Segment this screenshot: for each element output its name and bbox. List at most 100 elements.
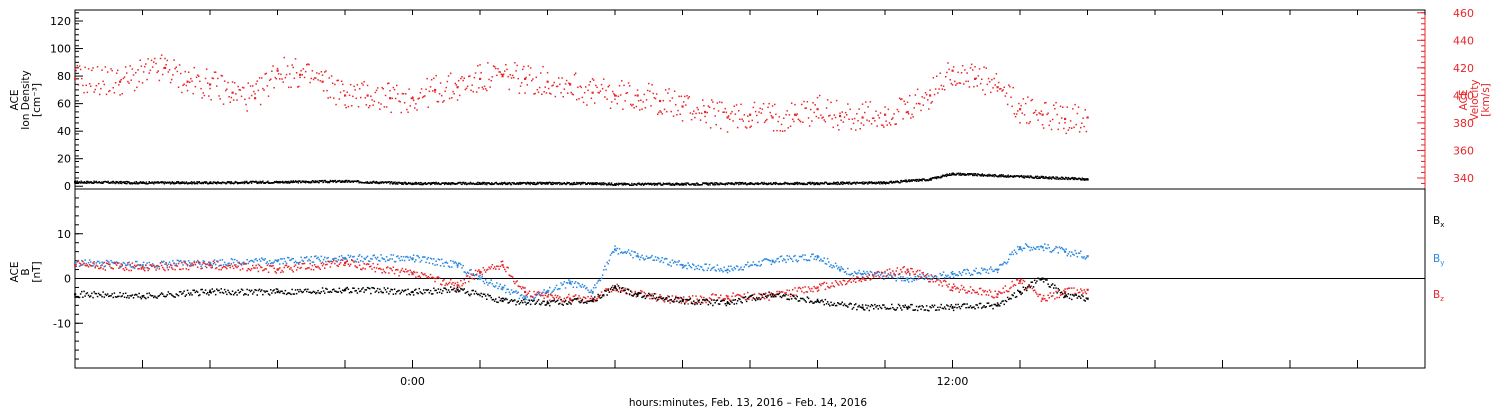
trace-dot xyxy=(168,293,171,295)
trace-dot xyxy=(797,118,800,120)
trace-dot xyxy=(929,177,932,180)
trace-dot xyxy=(313,77,316,79)
trace-dot xyxy=(960,174,962,176)
trace-dot xyxy=(376,256,379,259)
trace-dot xyxy=(724,184,726,186)
trace-dot xyxy=(190,292,192,294)
trace-dot xyxy=(871,273,874,276)
data-point xyxy=(794,113,797,116)
trace-dot xyxy=(847,181,849,184)
trace-dot xyxy=(585,86,587,88)
trace-dot xyxy=(245,180,248,183)
trace-dot xyxy=(284,260,287,263)
trace-dot xyxy=(290,180,292,182)
trace-dot xyxy=(946,275,948,278)
trace-dot xyxy=(580,86,582,89)
trace-dot xyxy=(76,181,78,184)
trace-dot xyxy=(408,273,410,276)
data-point xyxy=(411,97,414,100)
trace-dot xyxy=(993,296,995,299)
trace-dot xyxy=(189,265,191,267)
trace-dot xyxy=(606,261,608,264)
trace-dot xyxy=(83,290,85,293)
trace-dot xyxy=(196,181,198,183)
trace-dot xyxy=(702,302,704,304)
trace-dot xyxy=(354,89,356,91)
trace-dot xyxy=(568,279,570,281)
trace-dot xyxy=(835,183,837,185)
trace-dot xyxy=(263,259,265,261)
trace-dot xyxy=(561,300,563,303)
trace-dot xyxy=(1076,112,1079,115)
trace-dot xyxy=(564,287,567,289)
trace-dot xyxy=(1042,176,1045,178)
trace-dot xyxy=(424,256,426,258)
trace-dot xyxy=(865,279,867,281)
trace-dot xyxy=(655,259,658,261)
trace-dot xyxy=(594,182,596,184)
trace-dot xyxy=(104,269,107,271)
trace-dot xyxy=(687,182,689,184)
trace-dot xyxy=(641,108,643,110)
trace-dot xyxy=(1049,120,1052,122)
trace-dot xyxy=(214,71,217,73)
trace-dot xyxy=(184,295,186,297)
trace-dot xyxy=(306,64,308,66)
trace-dot xyxy=(787,294,789,296)
trace-dot xyxy=(609,184,612,186)
trace-dot xyxy=(901,98,903,100)
trace-dot xyxy=(967,269,969,272)
trace-dot xyxy=(316,181,319,183)
data-point xyxy=(546,290,549,294)
trace-dot xyxy=(253,261,255,263)
y-tick-label: 40 xyxy=(57,125,71,138)
trace-dot xyxy=(920,276,922,279)
trace-dot xyxy=(115,72,118,74)
trace-dot xyxy=(734,268,737,270)
trace-dot xyxy=(111,267,113,269)
trace-dot xyxy=(304,257,307,259)
trace-dot xyxy=(118,267,120,269)
trace-dot xyxy=(175,264,177,267)
trace-dot xyxy=(950,289,953,291)
trace-dot xyxy=(455,183,457,185)
trace-dot xyxy=(437,276,440,278)
trace-dot xyxy=(205,266,208,269)
trace-dot xyxy=(742,120,744,122)
trace-dot xyxy=(616,102,618,105)
trace-dot xyxy=(484,271,487,273)
trace-dot xyxy=(1012,253,1014,256)
trace-dot xyxy=(119,94,121,96)
trace-dot xyxy=(75,69,77,72)
trace-dot xyxy=(385,106,388,108)
trace-dot xyxy=(1015,279,1018,281)
trace-dot xyxy=(1031,98,1034,101)
trace-dot xyxy=(302,180,305,182)
trace-dot xyxy=(532,181,535,184)
trace-dot xyxy=(437,183,439,185)
trace-dot xyxy=(415,276,417,278)
trace-dot xyxy=(339,262,342,264)
data-point xyxy=(321,80,324,83)
trace-dot xyxy=(909,272,911,275)
trace-dot xyxy=(618,85,621,87)
trace-dot xyxy=(209,87,211,90)
trace-dot xyxy=(795,181,797,184)
trace-dot xyxy=(1086,178,1089,180)
trace-dot xyxy=(294,264,297,266)
trace-dot xyxy=(502,286,505,289)
trace-dot xyxy=(1002,287,1004,289)
trace-dot xyxy=(87,68,90,70)
trace-dot xyxy=(1064,178,1066,180)
trace-dot xyxy=(1054,108,1056,110)
trace-dot xyxy=(320,255,323,258)
trace-dot xyxy=(816,257,819,259)
trace-dot xyxy=(846,114,848,116)
trace-dot xyxy=(848,273,850,276)
trace-dot xyxy=(676,182,679,185)
trace-dot xyxy=(802,254,804,256)
trace-dot xyxy=(921,272,923,274)
trace-dot xyxy=(524,296,526,298)
trace-dot xyxy=(501,73,504,76)
trace-dot xyxy=(408,259,410,261)
